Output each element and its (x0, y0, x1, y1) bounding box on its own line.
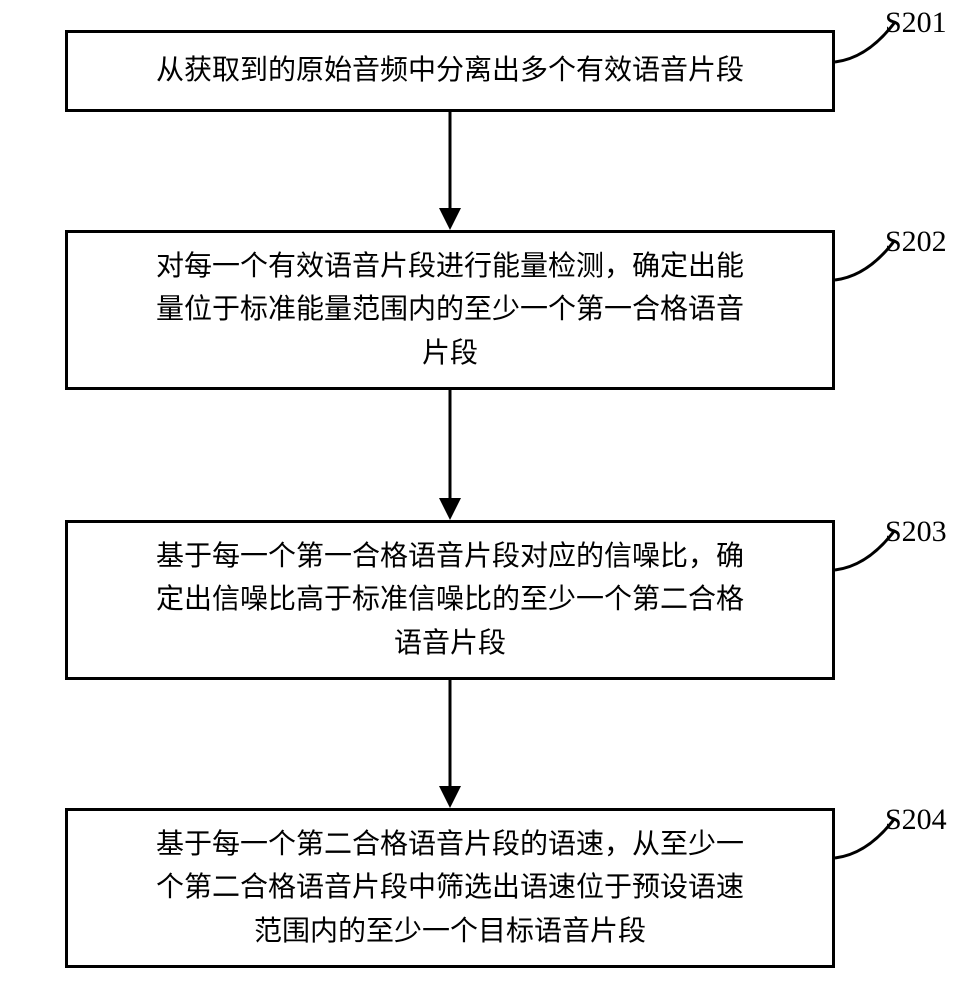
arrow-connector (428, 112, 472, 230)
flowchart-canvas: 从获取到的原始音频中分离出多个有效语音片段S201对每一个有效语音片段进行能量检… (0, 0, 965, 1000)
arrow-connector (428, 390, 472, 520)
step-box-s201: 从获取到的原始音频中分离出多个有效语音片段 (65, 30, 835, 112)
step-box-s203: 基于每一个第一合格语音片段对应的信噪比，确 定出信噪比高于标准信噪比的至少一个第… (65, 520, 835, 680)
step-text: 对每一个有效语音片段进行能量检测，确定出能 量位于标准能量范围内的至少一个第一合… (156, 245, 744, 375)
label-connector-curve (835, 240, 895, 280)
step-box-s202: 对每一个有效语音片段进行能量检测，确定出能 量位于标准能量范围内的至少一个第一合… (65, 230, 835, 390)
step-box-s204: 基于每一个第二合格语音片段的语速，从至少一 个第二合格语音片段中筛选出语速位于预… (65, 808, 835, 968)
label-connector-curve (835, 818, 895, 858)
step-text: 从获取到的原始音频中分离出多个有效语音片段 (156, 49, 744, 92)
label-connector-curve (835, 530, 895, 570)
step-text: 基于每一个第一合格语音片段对应的信噪比，确 定出信噪比高于标准信噪比的至少一个第… (156, 535, 744, 665)
label-connector-curve (835, 22, 895, 62)
arrow-connector (428, 680, 472, 808)
step-text: 基于每一个第二合格语音片段的语速，从至少一 个第二合格语音片段中筛选出语速位于预… (156, 823, 744, 953)
